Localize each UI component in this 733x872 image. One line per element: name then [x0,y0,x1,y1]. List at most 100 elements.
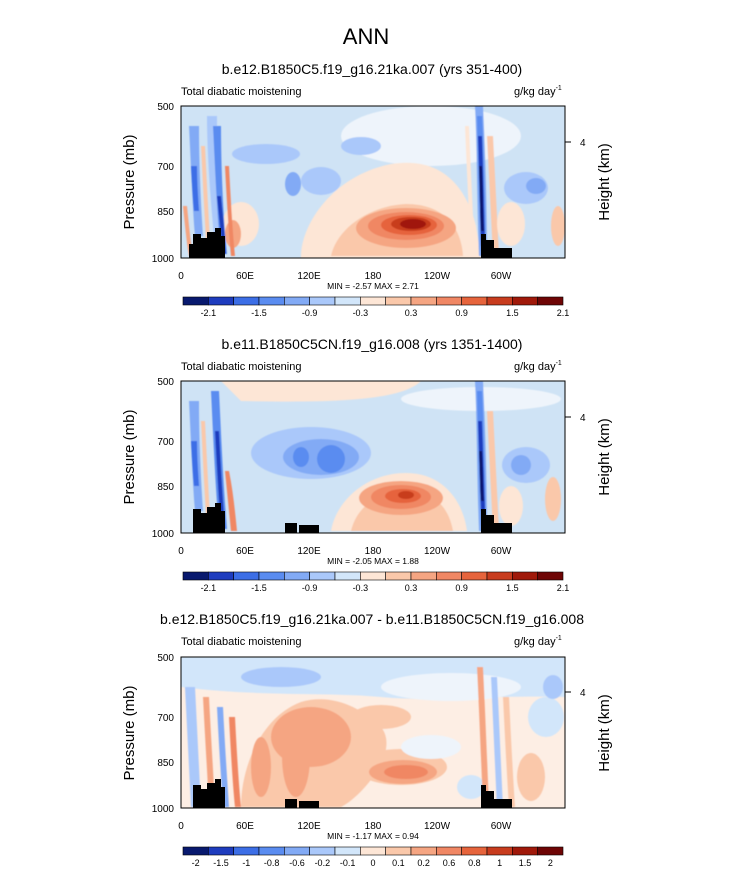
colorbar-box [284,571,310,581]
colorbar-tick-label: -1 [242,858,250,868]
panel-3-field-label: Total diabatic moistening [181,636,301,648]
panel-3-xtick-0: 0 [178,821,184,832]
colorbar-box [258,296,285,306]
panel-3-title: b.e12.B1850C5.f19_g16.21ka.007 - b.e11.B… [160,611,584,627]
panel-1-ytick-700: 700 [157,162,174,173]
panel-1-ylabel-right: Height (km) [596,143,613,221]
panel-2-ylabel-right: Height (km) [596,418,613,496]
colorbar-tick-label: 0.3 [405,583,418,593]
panel-1-units: g/kg day-1 [514,85,562,98]
colorbar-tick-label: 1.5 [506,308,519,318]
panel-3: b.e12.B1850C5.f19_g16.21ka.007 - b.e11.B… [121,611,613,868]
colorbar-box [461,296,488,306]
panel-2-ytick-850: 850 [157,482,174,493]
colorbar-box [334,296,361,306]
colorbar-box [410,846,437,856]
colorbar-tick-label: 2.1 [557,308,570,318]
colorbar-tick-label: -0.9 [302,583,318,593]
panel-1-ytick-500: 500 [157,102,174,113]
colorbar-box [309,846,336,856]
panel-1-contours [183,106,565,258]
colorbar-tick-label: -0.9 [302,308,318,318]
colorbar-box [360,296,386,306]
colorbar-box [537,846,564,856]
panel-1-ytick-1000: 1000 [152,254,175,265]
colorbar-box [410,571,437,581]
panel-3-ytick-850: 850 [157,758,174,769]
colorbar-tick-label: 0.8 [468,858,481,868]
panel-2-xtick-180: 180 [365,546,382,557]
panel-3-xtick-180: 180 [365,821,382,832]
colorbar-box [309,571,336,581]
panel-3-ylabel-right: Height (km) [596,694,613,772]
panel-1-plot [180,105,566,259]
panel-2-units: g/kg day-1 [514,360,562,373]
colorbar-box [385,571,412,581]
colorbar-tick-label: 0.9 [455,583,468,593]
panel-2-xtick-120w: 120W [424,546,451,557]
colorbar-box [360,571,386,581]
panel-2-contours [189,381,561,531]
colorbar-box [410,296,437,306]
panel-1-topography [189,228,512,258]
colorbar-box [284,296,310,306]
colorbar-tick-label: -1.5 [213,858,229,868]
panel-2-field-label: Total diabatic moistening [181,361,301,373]
panel-1-xtick-120w: 120W [424,271,451,282]
panel-3-topography [193,779,512,808]
colorbar-box [537,571,564,581]
panel-3-ytick-1000: 1000 [152,804,175,815]
panel-2-y-axis: Pressure (mb) 500 700 850 1000 [121,377,174,540]
panel-2-title: b.e11.B1850C5CN.f19_g16.008 (yrs 1351-14… [222,336,523,352]
panel-3-xtick-120e: 120E [297,821,321,832]
colorbar-tick-label: 2 [548,858,553,868]
colorbar-box [258,571,285,581]
panel-2-xtick-120e: 120E [297,546,321,557]
panel-2-plot [180,380,566,534]
colorbar-tick-label: 1 [497,858,502,868]
panel-1-xtick-0: 0 [178,271,184,282]
panel-1-xtick-60e: 60E [236,271,254,282]
panel-2-xtick-0: 0 [178,546,184,557]
colorbar-box [385,296,412,306]
panel-3-ytick-500: 500 [157,653,174,664]
panel-1-right-axis: 4 Height (km) [565,138,613,221]
colorbar-box [512,571,538,581]
panel-3-x-axis: 0 60E 120E 180 120W 60W [178,821,512,832]
panel-2-right-tick: 4 [580,413,586,424]
panel-3-colorbar: -2 -1.5 -1 -0.8 -0.6 -0.2 -0.1 0 0.1 0.2 0.6 0.8 1 1.… [182,846,564,868]
colorbar-box [385,846,412,856]
panel-1-x-axis: 0 60E 120E 180 120W 60W [178,271,512,282]
colorbar-tick-label: 0.1 [392,858,405,868]
colorbar-box [486,846,513,856]
colorbar-tick-label: 2.1 [557,583,570,593]
colorbar-tick-label: -0.1 [340,858,356,868]
colorbar-tick-label: -1.5 [251,308,267,318]
colorbar-tick-label: 1.5 [506,583,519,593]
panel-1-ylabel: Pressure (mb) [121,134,138,229]
colorbar-box [208,846,234,856]
colorbar-box [258,846,285,856]
colorbar-box [486,571,513,581]
panel-1-right-tick: 4 [580,138,586,149]
colorbar-tick-label: 0.9 [455,308,468,318]
panel-3-ytick-700: 700 [157,713,174,724]
panel-2-xtick-60w: 60W [491,546,512,557]
panel-1-y-axis: Pressure (mb) 500 700 850 1000 [121,102,174,265]
panel-2-topography [193,503,512,533]
colorbar-box [233,296,260,306]
panel-1-xtick-120e: 120E [297,271,321,282]
panel-3-units: g/kg day-1 [514,635,562,648]
colorbar-box [309,296,336,306]
panel-1-frame [180,105,566,259]
colorbar-box [182,846,209,856]
colorbar-box [486,296,513,306]
colorbar-tick-label: -2.1 [201,583,217,593]
colorbar-box [182,571,209,581]
colorbar-tick-label: 0.6 [443,858,456,868]
panel-3-xtick-120w: 120W [424,821,451,832]
colorbar-box [436,571,462,581]
colorbar-tick-label: 0.2 [417,858,430,868]
panel-1-field-label: Total diabatic moistening [181,86,301,98]
colorbar-box [360,846,386,856]
